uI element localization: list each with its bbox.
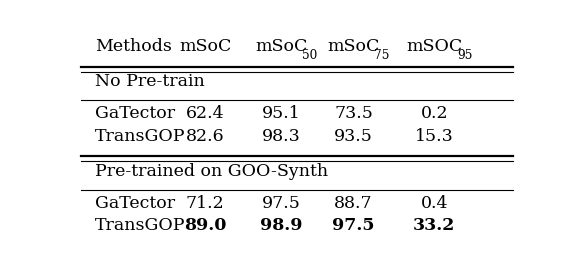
Text: 82.6: 82.6 <box>186 128 224 145</box>
Text: TransGOP: TransGOP <box>95 128 186 145</box>
Text: 73.5: 73.5 <box>334 105 373 122</box>
Text: 93.5: 93.5 <box>334 128 373 145</box>
Text: 71.2: 71.2 <box>186 195 224 212</box>
Text: 95: 95 <box>458 49 473 62</box>
Text: GaTector: GaTector <box>95 105 175 122</box>
Text: Pre-trained on GOO-Synth: Pre-trained on GOO-Synth <box>95 163 328 180</box>
Text: mSoC: mSoC <box>327 38 380 55</box>
Text: Methods: Methods <box>95 38 172 55</box>
Text: 33.2: 33.2 <box>413 217 455 235</box>
Text: mSoC: mSoC <box>179 38 231 55</box>
Text: mSOC: mSOC <box>406 38 462 55</box>
Text: 97.5: 97.5 <box>262 195 301 212</box>
Text: 97.5: 97.5 <box>332 217 375 235</box>
Text: 98.9: 98.9 <box>260 217 303 235</box>
Text: 75: 75 <box>374 49 390 62</box>
Text: No Pre-train: No Pre-train <box>95 73 205 90</box>
Text: 95.1: 95.1 <box>262 105 301 122</box>
Text: 62.4: 62.4 <box>186 105 224 122</box>
Text: 50: 50 <box>302 49 317 62</box>
Text: 89.0: 89.0 <box>184 217 226 235</box>
Text: 15.3: 15.3 <box>415 128 454 145</box>
Text: 98.3: 98.3 <box>262 128 301 145</box>
Text: 0.2: 0.2 <box>420 105 448 122</box>
Text: TransGOP: TransGOP <box>95 217 186 235</box>
Text: GaTector: GaTector <box>95 195 175 212</box>
Text: mSoC: mSoC <box>255 38 308 55</box>
Text: 88.7: 88.7 <box>334 195 373 212</box>
Text: 0.4: 0.4 <box>420 195 448 212</box>
